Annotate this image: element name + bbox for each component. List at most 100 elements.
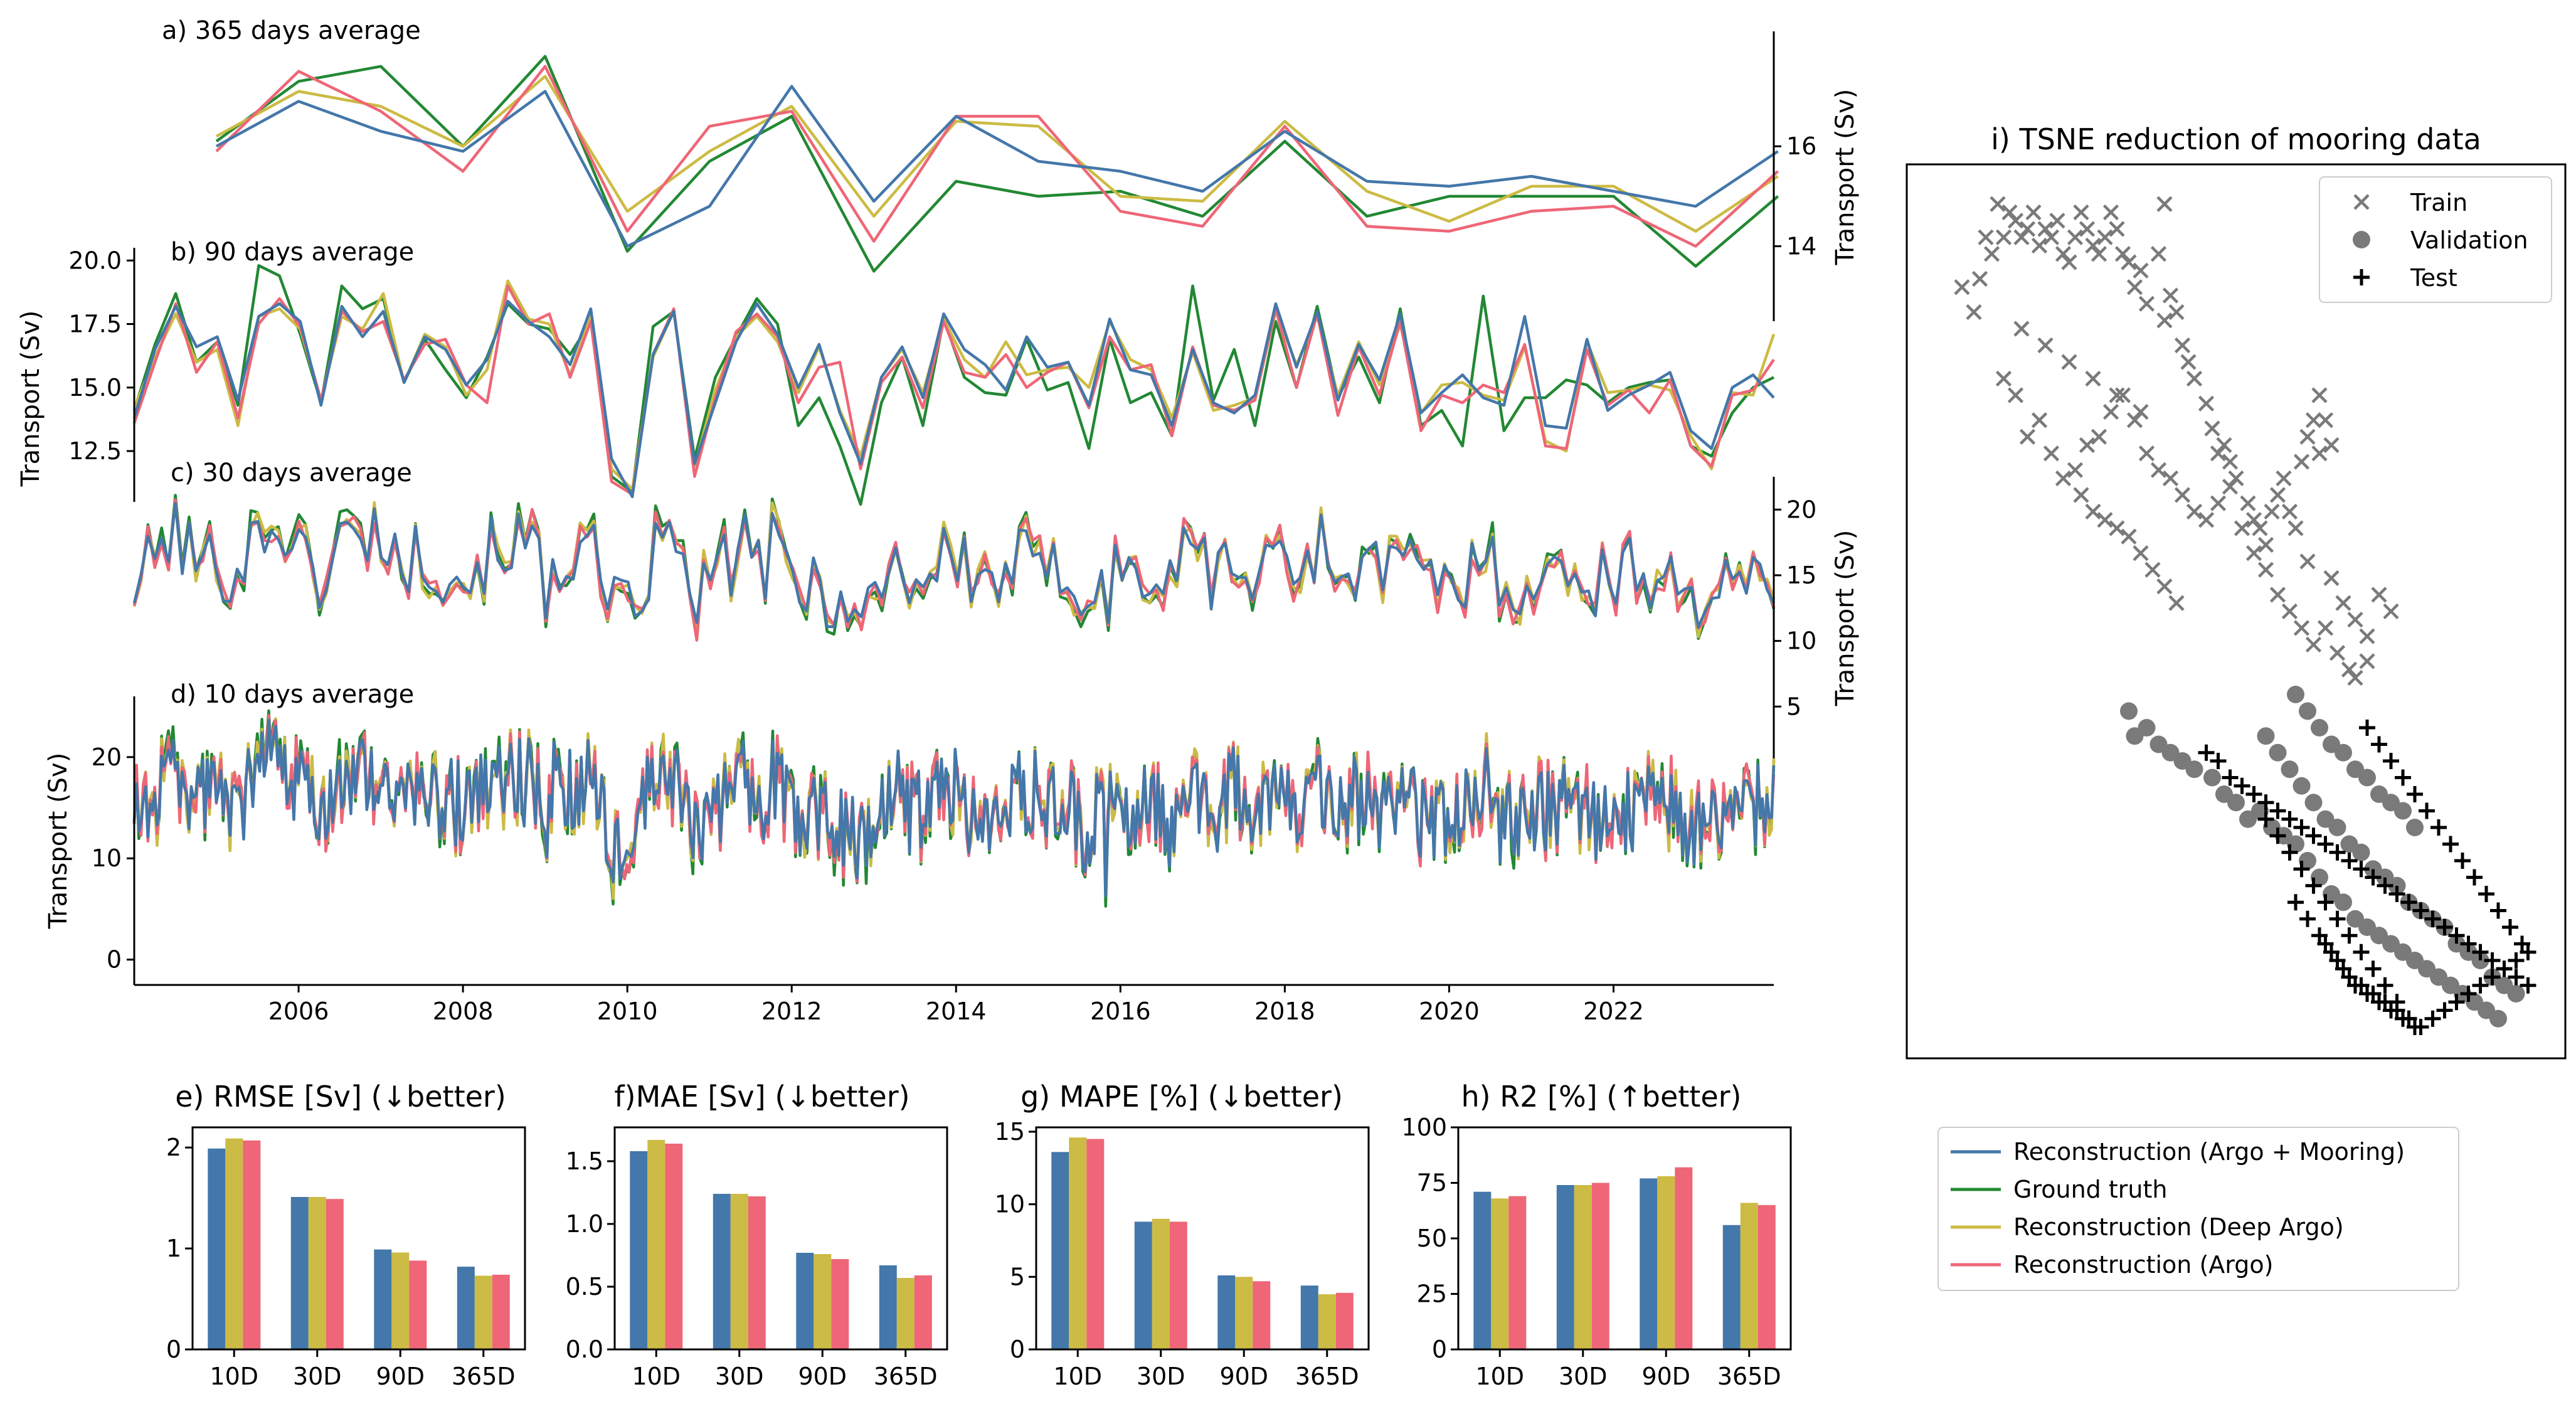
tsne-point-train xyxy=(2186,370,2203,387)
y-tick-label: 20.0 xyxy=(68,247,122,274)
tsne-point-train xyxy=(2019,221,2036,237)
tsne-marks xyxy=(1954,196,2536,1035)
y-tick-label: 5 xyxy=(1786,693,1801,720)
tsne-point-train xyxy=(2091,246,2107,262)
tsne-point-test xyxy=(2210,753,2227,769)
tsne-point-test xyxy=(2317,894,2334,911)
tsne-frame xyxy=(1905,163,2567,1060)
bar-reconstruction-deep-argo-365d xyxy=(896,1278,914,1349)
x-tick-label: 2016 xyxy=(1090,997,1151,1025)
tsne-point-train xyxy=(2347,669,2363,686)
y-tick-label: 1 xyxy=(166,1235,181,1262)
tsne-point-train xyxy=(2198,512,2215,528)
bar-reconstruction-deep-argo-90d xyxy=(391,1252,410,1349)
y-tick-label: 0 xyxy=(166,1336,181,1363)
tsne-point-test xyxy=(2436,919,2453,935)
tsne-point-train xyxy=(2317,412,2334,428)
tsne-point-train xyxy=(2073,204,2089,221)
tsne-point-validation xyxy=(2406,819,2424,836)
tsne-point-train xyxy=(2067,462,2084,478)
tsne-point-train xyxy=(2222,454,2239,470)
tsne-point-test xyxy=(2353,944,2370,960)
tsne-point-test xyxy=(2419,802,2435,819)
tsne-point-train xyxy=(2329,645,2346,661)
tsne-point-train xyxy=(2198,395,2215,412)
series-line-a-reconstruction-argo-mooring xyxy=(215,85,1779,248)
tsne-point-validation xyxy=(2489,1009,2507,1028)
tsne-point-train xyxy=(2037,221,2054,237)
bar-reconstruction-deep-argo-365d xyxy=(1318,1294,1336,1349)
bar-reconstruction-deep-argo-90d xyxy=(1235,1277,1253,1349)
bar-frame-mape xyxy=(1035,1126,1370,1351)
bar-reconstruction-deep-argo-10d xyxy=(647,1140,665,1349)
tsne-point-test xyxy=(2502,919,2518,935)
tsne-point-train xyxy=(2299,428,2316,445)
tsne-point-test xyxy=(2311,927,2328,944)
panel-title-b: b) 90 days average xyxy=(171,238,414,267)
tsne-point-train xyxy=(2121,254,2137,270)
tsne-point-test xyxy=(2359,720,2375,736)
y-tick-label: 50 xyxy=(1417,1225,1447,1252)
bar-reconstruction-argo-mooring-365d xyxy=(1722,1225,1741,1349)
tsne-point-test xyxy=(2287,894,2304,911)
y-tick-label: 0.5 xyxy=(566,1273,603,1300)
y-tick-label: 20 xyxy=(92,743,122,771)
bar-frame-mae xyxy=(613,1126,948,1351)
bar-reconstruction-argo-mooring-10d xyxy=(208,1148,226,1349)
ylabel-a: Transport (Sv) xyxy=(1831,89,1860,266)
tsne-point-train xyxy=(2383,603,2399,620)
series-line-b-reconstruction-argo-mooring xyxy=(132,299,1775,499)
tsne-point-test xyxy=(2448,927,2465,944)
tsne-point-validation xyxy=(2304,794,2323,812)
tsne-point-test xyxy=(2347,977,2363,994)
tsne-point-train xyxy=(2335,595,2351,611)
bar-reconstruction-argo-mooring-90d xyxy=(1640,1178,1658,1349)
bar-reconstruction-argo-mooring-10d xyxy=(1473,1191,1492,1349)
tsne-point-train xyxy=(2097,229,2113,245)
tsne-point-train xyxy=(2257,536,2274,553)
x-tick-label: 30D xyxy=(293,1363,342,1390)
tsne-point-test xyxy=(2257,794,2274,811)
y-tick-label: 1.0 xyxy=(566,1210,603,1238)
tsne-point-test xyxy=(2335,960,2351,977)
tsne-point-train xyxy=(1966,304,1982,321)
x-tick-label: 90D xyxy=(1641,1363,1690,1390)
tsne-point-train xyxy=(2293,454,2310,470)
bar-reconstruction-argo-mooring-10d xyxy=(630,1151,648,1349)
bar-marks-rmse: 10D 30D 90D 365D 0 1 2 xyxy=(166,1134,516,1390)
tsne-point-test xyxy=(2466,869,2483,886)
x-tick-label: 2020 xyxy=(1419,997,1480,1025)
tsne-point-test xyxy=(2353,861,2370,878)
tsne-point-train xyxy=(2114,387,2131,403)
tsne-panel: i) TSNE reduction of mooring data Train … xyxy=(1905,122,2567,1060)
tsne-point-test xyxy=(2377,877,2393,894)
x-tick-label: 30D xyxy=(715,1363,764,1390)
tsne-point-test xyxy=(2520,944,2536,960)
tsne-point-validation xyxy=(2185,760,2203,779)
tsne-point-validation xyxy=(2358,768,2376,787)
tsne-point-train xyxy=(2138,295,2155,312)
y-tick-label: 0 xyxy=(1432,1336,1447,1363)
tsne-point-train xyxy=(1954,279,1970,295)
bar-title-mae: f)MAE [Sv] (↓better) xyxy=(614,1080,909,1114)
tsne-point-test xyxy=(2222,769,2239,786)
y-tick-label: 16 xyxy=(1786,132,1816,160)
tsne-point-train xyxy=(2073,487,2089,503)
tsne-point-train xyxy=(2216,437,2232,454)
tsne-point-test xyxy=(2371,994,2387,1011)
bar-chart-mape: g) MAPE [%] (↓better) 10D 30D 90D 365D05101… xyxy=(995,1080,1370,1390)
y-tick-label: 0 xyxy=(1010,1336,1025,1363)
tsne-point-test xyxy=(2383,1002,2399,1019)
tsne-point-validation xyxy=(2388,876,2406,895)
tsne-point-train xyxy=(2305,636,2322,653)
panel-title-d: d) 10 days average xyxy=(171,680,414,709)
tsne-point-validation xyxy=(2227,794,2245,812)
bar-reconstruction-argo-mooring-30d xyxy=(1556,1185,1574,1349)
bar-title-rmse: e) RMSE [Sv] (↓better) xyxy=(175,1080,506,1114)
tsne-point-test xyxy=(2198,744,2215,761)
x-tick-label: 2006 xyxy=(268,997,329,1025)
tsne-legend-marker-test xyxy=(2353,269,2370,285)
y-tick-label: 10 xyxy=(995,1191,1025,1218)
x-tick-label: 365D xyxy=(874,1363,938,1390)
tsne-point-test xyxy=(2520,977,2536,994)
